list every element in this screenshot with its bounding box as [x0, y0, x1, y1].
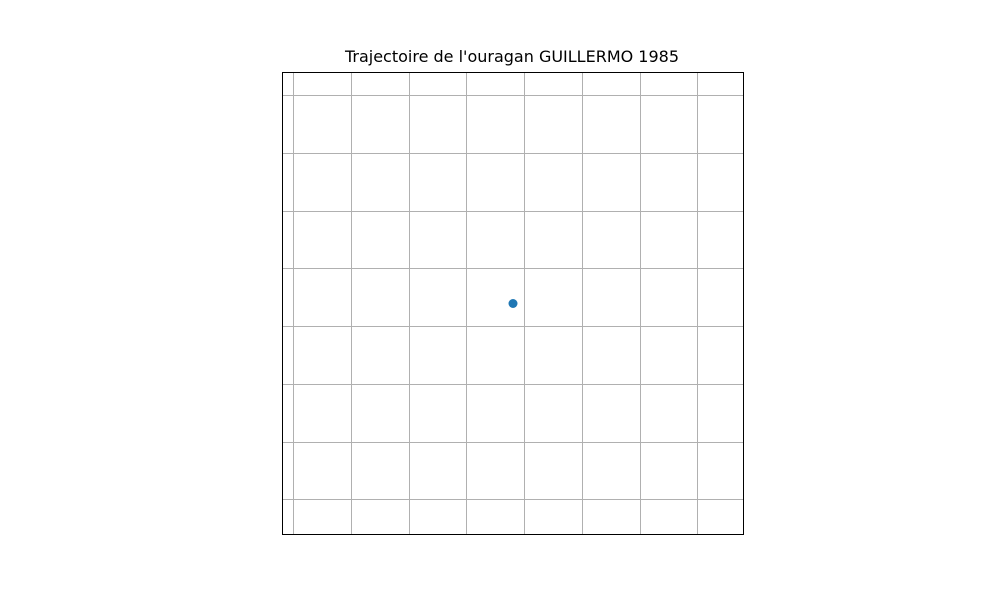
data-points — [508, 299, 518, 308]
grid-lines — [282, 72, 744, 535]
plot-frame — [282, 72, 744, 535]
chart-title: Trajectoire de l'ouragan GUILLERMO 1985 — [344, 47, 680, 66]
data-point — [508, 299, 518, 308]
